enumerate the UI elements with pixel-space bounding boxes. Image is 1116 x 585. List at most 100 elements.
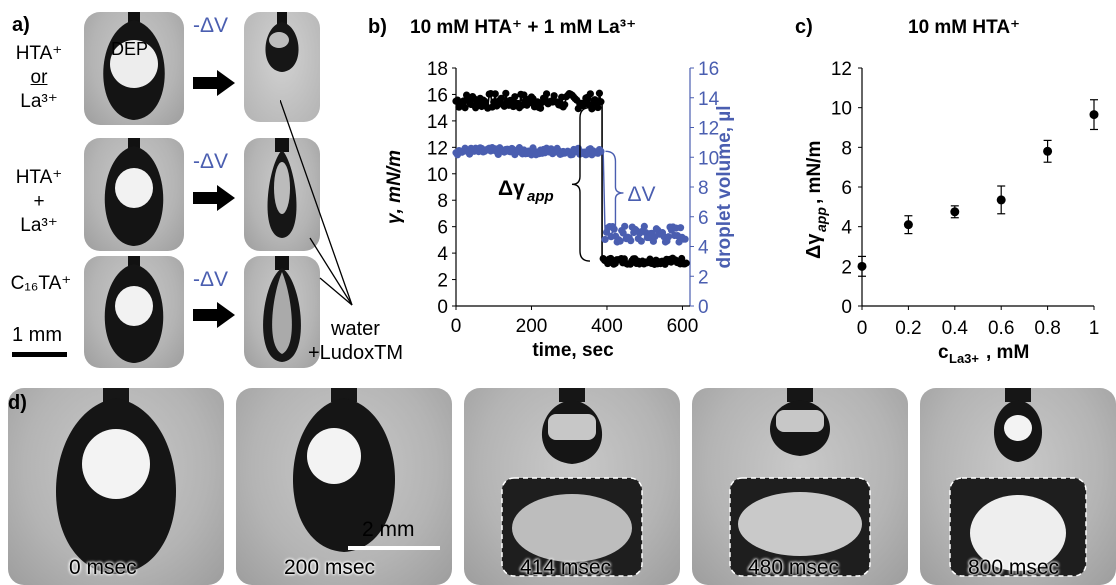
panel-b-label: b) [368,16,387,38]
leader-lines [280,100,353,306]
gamma-point [520,91,528,99]
row3-label: C₁₆TA⁺ [10,273,72,294]
gamma-point [586,90,594,98]
volume-point [619,229,627,237]
y-tick-label: 0 [437,297,448,318]
x-tick-label: 0.4 [942,318,969,339]
droplet-image-row1-final [244,12,320,122]
data-point [950,207,960,217]
droplet-image-row2-final [244,138,320,251]
frame-200-caption: 200 msec [284,556,376,579]
gamma-point [502,89,510,97]
y2-tick-label: 10 [698,148,719,169]
gamma-point [511,93,519,101]
scale-bar-2mm [348,546,440,550]
scale-bar-2mm-label: 2 mm [362,518,415,541]
delta-v-label-2: -ΔV [193,150,229,173]
y-tick-label: 2 [437,271,448,292]
volume-point [601,235,609,244]
volume-point [616,237,624,245]
volume-point [681,235,689,243]
x-tick-label: 0 [857,318,868,339]
volume-point [676,224,685,232]
panel-c-label: c) [795,16,813,38]
droplet-image-row1-initial: DEP [84,12,184,125]
y-tick-label: 8 [841,138,852,159]
y-tick-label: 2 [841,257,852,278]
frame-414msec: 414 msec [464,388,680,585]
frame-800msec: 800 msec [920,388,1116,585]
y2-tick-label: 8 [698,178,709,199]
delta-v-label-1: -ΔV [193,14,229,37]
data-point [1043,146,1053,156]
y-tick-label: 6 [437,218,448,239]
frame-0-caption: 0 msec [69,556,137,579]
data-point [996,195,1006,205]
delta-v-label-3: -ΔV [193,268,229,291]
y-axis-label: Δγ [803,233,825,259]
scale-bar-1mm-label: 1 mm [12,324,62,346]
x-axis-label-subscript: La3+ [949,351,979,366]
panel-b-title: 10 mM HTA⁺ + 1 mM La³⁺ [410,17,637,38]
y-tick-label: 4 [437,244,448,265]
gamma-point [542,90,551,98]
gamma-point [597,98,605,106]
y2-tick-label: 6 [698,208,709,229]
y2-tick-label: 2 [698,267,709,288]
ludox-label: +LudoxTM [308,342,404,364]
gamma-point [550,92,558,100]
droplet-image-row3-initial [84,256,184,368]
chart-b: 0 2 4 6 8 10 12 14 16 18 0 2 4 6 8 10 12 14 16 0 200 400 600 ti… [384,59,735,361]
delta-gamma-subscript: app [527,188,554,205]
x-tick-label: 600 [667,316,699,337]
y2-tick-label: 4 [698,238,709,259]
delta-v-brace [605,150,624,236]
y-tick-label: 12 [831,59,852,80]
volume-point [627,237,635,245]
gamma-point [536,104,545,112]
y-tick-label: 0 [841,297,852,318]
x-tick-label: 0 [451,316,462,337]
y-axis-label: γ, mN/m [384,150,405,224]
x-axis-label-tail: , mM [986,342,1029,363]
y-tick-label: 4 [841,218,852,239]
gamma-point [682,259,690,267]
frame-480-caption: 480 msec [748,556,840,579]
frame-414-caption: 414 msec [520,556,612,579]
scale-bar-1mm [12,352,67,357]
gamma-point [497,94,505,102]
y2-axis-label: droplet volume, µl [714,106,735,269]
x-tick-label: 0.2 [895,318,921,339]
y-tick-label: 12 [427,138,448,159]
water-label: water [331,318,380,340]
panel-d-label: d) [8,392,27,414]
volume-point [640,222,648,230]
x-tick-label: 0.8 [1034,318,1060,339]
arrow-right-icon [193,70,235,96]
row2-label: HTA⁺ + La³⁺ [15,167,63,236]
x-tick-label: 400 [591,316,623,337]
y-tick-label: 18 [427,59,448,80]
frame-800-caption: 800 msec [968,556,1060,579]
y-tick-label: 10 [831,99,852,120]
data-point [1089,110,1099,120]
volume-drop-line [602,151,606,235]
droplet-image-row2-initial [84,138,184,251]
y-axis-label-subscript: app [813,207,829,232]
x-tick-label: 1 [1089,318,1100,339]
delta-gamma-label: Δγ [498,177,525,200]
y-tick-label: 8 [437,191,448,212]
panel-c-title: 10 mM HTA⁺ [908,17,1021,38]
row1-label: HTA⁺ or La³⁺ [15,43,63,112]
data-point [857,261,867,271]
panel-a-label: a) [12,14,30,36]
volume-point [664,233,673,241]
y-tick-label: 16 [427,85,448,106]
arrow-right-icon [193,302,235,328]
frame-200msec: 2 mm 200 msec [236,388,452,585]
dep-label: DEP [111,39,149,59]
gamma-point [595,89,604,97]
data-point [903,220,913,230]
